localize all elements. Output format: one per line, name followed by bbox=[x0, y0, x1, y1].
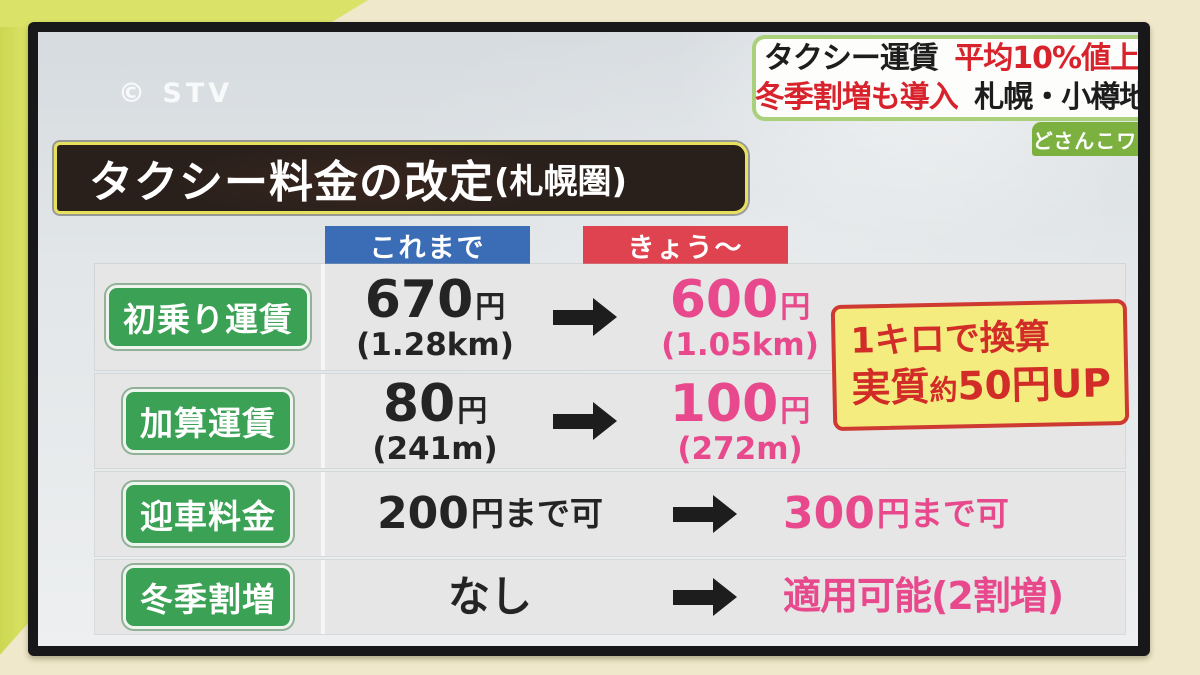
arrow-right-icon bbox=[673, 578, 737, 616]
row-label-cell: 冬季割増 bbox=[95, 560, 325, 634]
before-unit: 円 bbox=[457, 393, 488, 429]
note-line2: 実質 約 50円UP bbox=[851, 358, 1125, 417]
after-detail: (1.05km) bbox=[661, 326, 819, 363]
headline-line1: タクシー運賃 平均10%値上げ bbox=[764, 39, 1138, 78]
before-unit: 円 bbox=[475, 289, 506, 325]
row-label-badge: 迎車料金 bbox=[123, 482, 293, 546]
before-value-cell: 670 円 (1.28km) bbox=[325, 264, 545, 370]
row-label-cell: 迎車料金 bbox=[95, 472, 325, 556]
studio-frame-left bbox=[0, 0, 30, 655]
row-label-badge: 初乗り運賃 bbox=[106, 285, 310, 349]
row-label-cell: 加算運賃 bbox=[95, 374, 325, 468]
board-title-main: タクシー料金の改定 bbox=[89, 157, 494, 208]
conversion-note-box: 1キロで換算 実質 約 50円UP bbox=[830, 298, 1130, 432]
after-detail: (272m) bbox=[677, 430, 803, 467]
after-value-cell: 600 円 (1.05km) bbox=[625, 264, 855, 370]
arrow-right-icon bbox=[553, 298, 617, 336]
after-text: 適用可能(2割増) bbox=[783, 574, 1064, 619]
program-badge: どさんこワイド bbox=[1032, 122, 1138, 156]
arrow-right-icon bbox=[673, 495, 737, 533]
before-value: 200 bbox=[377, 488, 469, 540]
after-value-cell: 適用可能(2割増) bbox=[755, 560, 1125, 634]
before-text: なし bbox=[447, 572, 532, 622]
after-unit: 円まで可 bbox=[876, 493, 1009, 533]
before-value-cell: 200 円まで可 bbox=[325, 472, 655, 556]
table-row-winter-surcharge: 冬季割増 なし 適用可能(2割増) bbox=[95, 560, 1125, 634]
row-label-badge: 加算運賃 bbox=[123, 389, 293, 453]
headline-line2: 冬季割増も導入 札幌・小樽地区 bbox=[755, 78, 1138, 117]
note-line1: 1キロで換算 bbox=[850, 317, 1051, 362]
arrow-cell bbox=[655, 560, 755, 634]
headline-emphasis2: 冬季割増も導入 bbox=[754, 80, 959, 115]
column-header-after: きょう〜 bbox=[583, 226, 788, 264]
table-row-pickup-charge: 迎車料金 200 円まで可 300 円まで可 bbox=[95, 472, 1125, 556]
arrow-cell bbox=[655, 472, 755, 556]
arrow-cell bbox=[545, 264, 625, 370]
note-line2-post: 50円UP bbox=[957, 360, 1112, 409]
note-line2-small: 約 bbox=[929, 372, 958, 407]
note-line2-pre: 実質 bbox=[850, 364, 930, 412]
headline-emphasis: 平均10%値上げ bbox=[954, 41, 1138, 76]
before-value: 80 bbox=[382, 373, 456, 434]
before-unit: 円まで可 bbox=[470, 493, 603, 533]
before-value-cell: なし bbox=[325, 560, 655, 634]
row-label-badge: 冬季割増 bbox=[123, 565, 293, 629]
before-value: 670 bbox=[364, 269, 474, 330]
after-value: 100 bbox=[669, 373, 779, 434]
headline-region: 札幌・小樽地区 bbox=[974, 80, 1138, 115]
after-value: 600 bbox=[669, 269, 779, 330]
table-row-additional-fare: 加算運賃 80 円 (241m) 100 円 (272m) bbox=[95, 374, 1125, 468]
monitor-screen: © STV タクシー運賃 平均10%値上げ 冬季割増も導入 札幌・小樽地区 どさ… bbox=[38, 32, 1138, 646]
row-label-cell: 初乗り運賃 bbox=[95, 264, 325, 370]
headline-box: タクシー運賃 平均10%値上げ 冬季割増も導入 札幌・小樽地区 bbox=[752, 35, 1138, 121]
before-value-cell: 80 円 (241m) bbox=[325, 374, 545, 468]
after-value-cell: 100 円 (272m) bbox=[625, 374, 855, 468]
headline-topic: タクシー運賃 bbox=[763, 41, 939, 76]
arrow-right-icon bbox=[553, 402, 617, 440]
board-title: タクシー料金の改定 (札幌圏) bbox=[54, 142, 748, 214]
board-title-sub: (札幌圏) bbox=[494, 161, 628, 202]
after-value-cell: 300 円まで可 bbox=[755, 472, 1125, 556]
after-value: 300 bbox=[783, 488, 875, 540]
station-watermark: © STV bbox=[118, 78, 234, 109]
arrow-cell bbox=[545, 374, 625, 468]
before-detail: (241m) bbox=[372, 430, 498, 467]
after-unit: 円 bbox=[780, 393, 811, 429]
before-detail: (1.28km) bbox=[356, 326, 514, 363]
after-unit: 円 bbox=[780, 289, 811, 325]
column-header-before: これまで bbox=[325, 226, 530, 264]
